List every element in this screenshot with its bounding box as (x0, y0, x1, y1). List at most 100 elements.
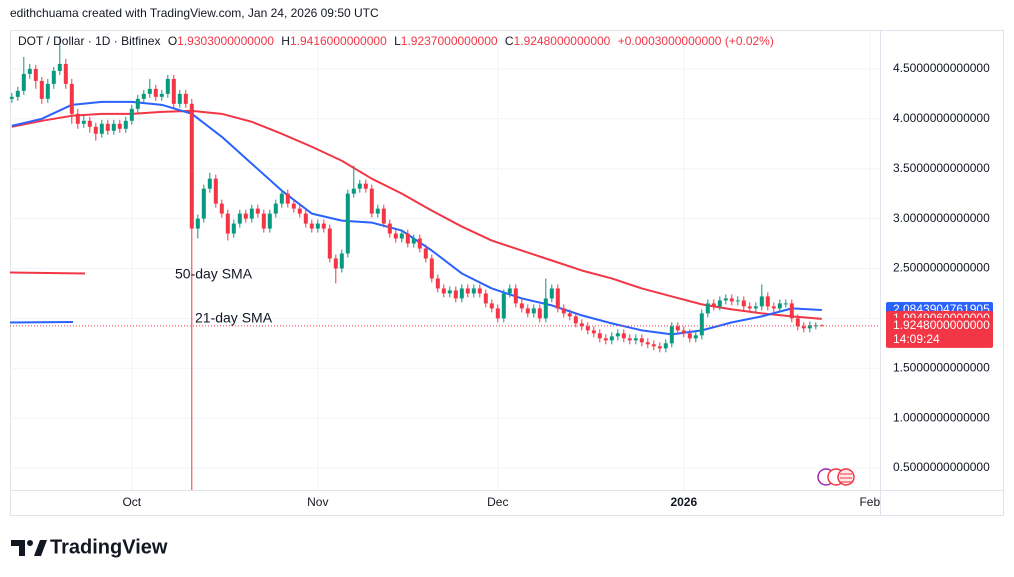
legend-row: DOT / Dollar · 1D · Bitfinex O1.93030000… (18, 34, 774, 48)
candle-body (729, 298, 734, 302)
candle-body (117, 123, 122, 129)
logo-mark (27, 540, 33, 546)
candle-body (81, 120, 86, 124)
legend-value: 1.9237000000000 (401, 34, 498, 48)
candle-body (339, 253, 344, 269)
candle-body (237, 213, 242, 224)
candle-body (309, 223, 314, 229)
candle-body (165, 78, 170, 94)
candle-body (741, 300, 746, 307)
candle-body (207, 178, 212, 189)
candle-body (429, 258, 434, 279)
logo-mark (11, 540, 25, 556)
candle-body (567, 313, 572, 317)
candle-body (213, 178, 218, 204)
candle-body (645, 342, 650, 345)
candle-body (69, 83, 74, 114)
candle-body (537, 308, 542, 319)
candle-body (471, 288, 476, 294)
candle-body (669, 326, 674, 344)
candle-body (297, 208, 302, 214)
candle-body (651, 344, 656, 347)
candle-body (57, 63, 62, 71)
candle-body (393, 233, 398, 239)
candle-body (201, 188, 206, 219)
candle-body (549, 288, 554, 299)
symbol: DOT / Dollar · 1D · Bitfinex (18, 34, 160, 48)
candle-body (387, 223, 392, 234)
x-tick-label: Dec (487, 495, 508, 509)
candle-body (819, 325, 824, 327)
candle-body (39, 80, 44, 99)
candle-body (231, 223, 236, 234)
candle-body (525, 308, 530, 314)
candle-body (255, 208, 260, 214)
candle-body (621, 333, 626, 339)
candle-body (693, 335, 698, 339)
candle-body (405, 233, 410, 244)
candle-body (771, 306, 776, 309)
candle-body (75, 113, 80, 124)
candle-body (543, 298, 548, 319)
candle-body (303, 213, 308, 224)
candle-body (777, 303, 782, 309)
candle-body (369, 188, 374, 214)
candle-body (159, 93, 164, 97)
candle-body (177, 93, 182, 104)
candle-body (111, 123, 116, 131)
candle-body (351, 188, 356, 194)
legend-change: +0.0003000000000 (+0.02%) (618, 34, 774, 48)
candle-body (705, 303, 710, 314)
candle-body (51, 70, 56, 84)
candle-body (477, 288, 482, 294)
candle-body (561, 308, 566, 314)
candle-body (639, 338, 644, 343)
candle-body (699, 313, 704, 336)
legend-value: 1.9416000000000 (290, 34, 387, 48)
candle-body (423, 248, 428, 259)
candle-body (501, 293, 506, 319)
candle-body (435, 278, 440, 289)
y-tick-label: 2.5000000000000 (893, 261, 990, 275)
candle-body (183, 93, 188, 104)
candle-body (555, 288, 560, 309)
y-tick-label: 3.0000000000000 (893, 211, 990, 225)
candle-body (591, 330, 596, 334)
candle-body (687, 333, 692, 339)
candle-body (153, 88, 158, 97)
y-tick-label: 4.5000000000000 (893, 61, 990, 75)
candle-body (441, 288, 446, 294)
event-icons (817, 468, 855, 486)
candle-body (345, 193, 350, 254)
candle-body (45, 83, 50, 99)
sma50-legend-line (9, 271, 86, 275)
y-tick-label: 0.5000000000000 (893, 460, 990, 474)
candle-body (123, 120, 128, 129)
candle-body (675, 326, 680, 331)
candle-body (135, 98, 140, 109)
candle-body (99, 123, 104, 134)
candle-body (243, 213, 248, 219)
candle-body (513, 288, 518, 304)
candle-body (795, 318, 800, 327)
legend-value: 1.9248000000000 (514, 34, 611, 48)
candle-body (261, 213, 266, 229)
y-tick-label: 1.0000000000000 (893, 410, 990, 424)
candle-body (585, 326, 590, 331)
candle-body (807, 325, 812, 329)
candle-body (627, 338, 632, 341)
candle-body (87, 120, 92, 127)
sma-line (11, 109, 822, 320)
candle-body (573, 316, 578, 324)
candle-body (759, 296, 764, 307)
candle-body (93, 126, 98, 134)
candle-body (381, 208, 386, 224)
candle-body (723, 298, 728, 301)
brand-logo: TradingView (11, 536, 168, 558)
candle-body (399, 233, 404, 239)
candle-body (333, 258, 338, 269)
y-tick-label: 4.0000000000000 (893, 111, 990, 125)
candle-body (783, 303, 788, 305)
candle-body (327, 228, 332, 259)
